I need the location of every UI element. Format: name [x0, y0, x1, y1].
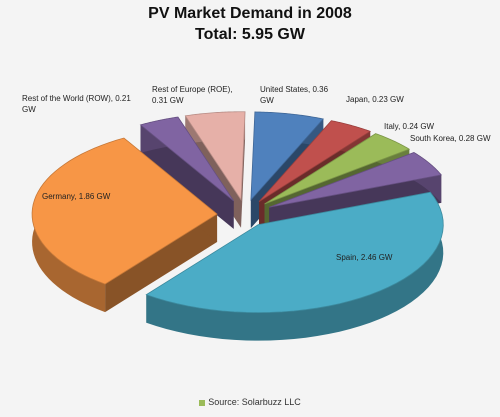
pie-slice-top [31, 137, 218, 285]
label-south-korea: South Korea, 0.28 GW [410, 134, 491, 143]
label-rest-of-europe: Rest of Europe (ROE), 0.31 GW [152, 85, 233, 105]
pie-slice-top [264, 133, 411, 205]
source-marker [199, 399, 206, 406]
pie-slice-top [184, 111, 246, 201]
pie-slice-top [269, 152, 442, 208]
label-germany: Germany, 1.86 GW [42, 192, 111, 201]
label-rest-of-world: Rest of the World (ROW), 0.21 GW [22, 94, 131, 114]
source-text: Source: Solarbuzz LLC [208, 397, 301, 407]
pie-slice-top [258, 120, 372, 202]
pie-slice-0 [145, 191, 444, 341]
chart-subtitle: Total: 5.95 GW [195, 26, 305, 43]
pie-slice-side [146, 192, 444, 341]
pie-slice-wall [140, 124, 234, 229]
pie-slice-1 [31, 137, 218, 313]
pie-slice-2 [139, 116, 235, 229]
label-japan: Japan, 0.23 GW [346, 95, 404, 104]
source-note: Source: Solarbuzz LLC [0, 397, 500, 407]
pie-slice-top [250, 111, 324, 202]
pie-slice-wall [105, 214, 218, 313]
label-spain: Spain, 2.46 GW [336, 253, 393, 262]
label-italy: Italy, 0.24 GW [384, 122, 435, 131]
label-united-states: United States, 0.36 GW [260, 85, 329, 105]
pie-slice-top [139, 116, 235, 202]
pie-slice-top [145, 191, 444, 314]
chart-title: PV Market Demand in 2008 [148, 5, 352, 22]
